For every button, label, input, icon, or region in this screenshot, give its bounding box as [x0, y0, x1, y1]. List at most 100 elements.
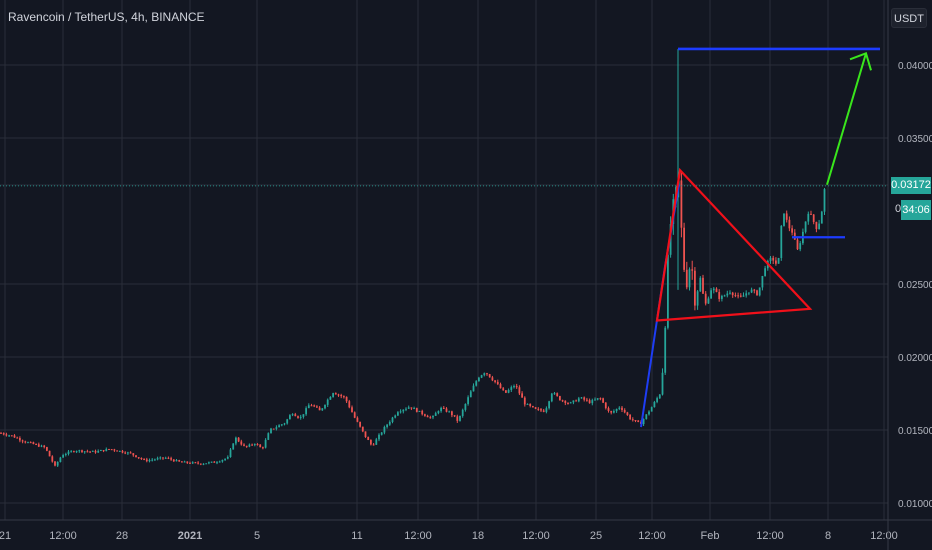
y-tick-label: 0.04000: [898, 61, 932, 72]
candle-body: [110, 449, 113, 451]
candle-body: [286, 419, 289, 424]
candle-body: [488, 374, 491, 378]
candle-body: [402, 409, 405, 412]
candle-body: [478, 377, 480, 382]
candle-body: [699, 277, 702, 292]
candle-body: [386, 424, 388, 427]
currency-button[interactable]: USDT: [891, 8, 927, 28]
candle-body: [91, 450, 94, 452]
candle-body: [712, 288, 715, 291]
candle-body: [245, 445, 248, 447]
candle-body: [199, 463, 202, 465]
candle-body: [289, 415, 291, 420]
candle-body: [753, 289, 756, 291]
candle-body: [132, 453, 135, 456]
candle-body: [591, 400, 594, 404]
candle-body: [499, 384, 502, 389]
candle-body: [27, 442, 29, 444]
candle-body: [370, 440, 372, 445]
candle-body: [59, 457, 62, 463]
x-tick-label: 5: [254, 530, 260, 542]
candle-body: [645, 414, 648, 419]
candle-body: [729, 292, 731, 294]
candle-body: [559, 396, 561, 401]
candle-body: [124, 452, 127, 454]
candle-body: [780, 225, 783, 259]
candle-body: [424, 414, 426, 416]
candle-body: [340, 394, 343, 397]
candle-body: [278, 425, 280, 428]
bar-countdown-badge: 34:06: [901, 200, 931, 220]
candle-body: [24, 441, 27, 443]
candle-body: [442, 407, 445, 409]
candle-body: [78, 450, 81, 452]
candle-body: [108, 448, 110, 450]
candle-body: [796, 239, 799, 250]
candle-body: [243, 444, 245, 446]
candle-body: [448, 411, 451, 413]
candle-body: [83, 451, 86, 453]
candle-body: [0, 432, 2, 434]
candle-body: [321, 408, 324, 411]
candle-body: [667, 254, 669, 328]
candle-body: [607, 408, 610, 411]
candle-body: [248, 444, 251, 447]
candle-body: [602, 398, 604, 403]
candle-body: [688, 269, 691, 288]
candle-body: [750, 289, 753, 293]
candle-body: [345, 396, 348, 402]
candle-body: [316, 406, 318, 408]
candle-body: [769, 257, 772, 261]
candle-body: [785, 213, 788, 220]
candle-body: [229, 449, 232, 458]
candle-body: [726, 293, 729, 296]
candle-body: [545, 408, 548, 412]
candle-body: [820, 211, 823, 224]
candle-body: [599, 398, 602, 400]
candle-body: [116, 450, 118, 452]
candle-body: [742, 295, 745, 297]
x-tick-label: 12:00: [756, 530, 784, 542]
candle-body: [556, 393, 559, 397]
candle-body: [305, 408, 307, 415]
candle-body: [494, 380, 496, 382]
candle-body: [294, 414, 297, 417]
candle-body: [664, 327, 667, 373]
candle-body: [629, 414, 631, 420]
candle-body: [739, 295, 742, 297]
candle-body: [262, 447, 264, 449]
candle-body: [418, 410, 421, 412]
candle-body: [434, 413, 437, 416]
candle-body: [723, 295, 726, 297]
red-triangle-pattern: [655, 167, 813, 322]
candle-body: [532, 406, 534, 408]
candle-body: [613, 411, 615, 413]
x-tick-label: 21: [0, 530, 11, 542]
candle-body: [118, 450, 121, 452]
candle-body: [577, 398, 580, 402]
candle-body: [623, 410, 626, 413]
candle-body: [240, 441, 243, 445]
candle-body: [737, 295, 739, 297]
candle-body: [172, 459, 175, 462]
candle-body: [523, 397, 526, 405]
candle-body: [337, 394, 340, 396]
candle-body: [707, 298, 710, 304]
candle-body: [372, 444, 375, 446]
candle-body: [210, 461, 213, 463]
candle-body: [218, 461, 221, 463]
candle-body: [467, 397, 469, 404]
x-tick-label: 12:00: [870, 530, 898, 542]
countdown-prefix: 0: [895, 203, 902, 215]
candle-body: [631, 419, 634, 421]
candle-body: [615, 408, 618, 412]
candle-body: [572, 400, 575, 403]
x-tick-label: 2021: [178, 530, 202, 542]
candle-body: [818, 223, 820, 230]
candle-body: [642, 418, 645, 425]
candle-body: [648, 411, 650, 415]
candle-body: [19, 438, 21, 441]
x-tick-label: 8: [825, 530, 831, 542]
candle-body: [550, 393, 553, 402]
